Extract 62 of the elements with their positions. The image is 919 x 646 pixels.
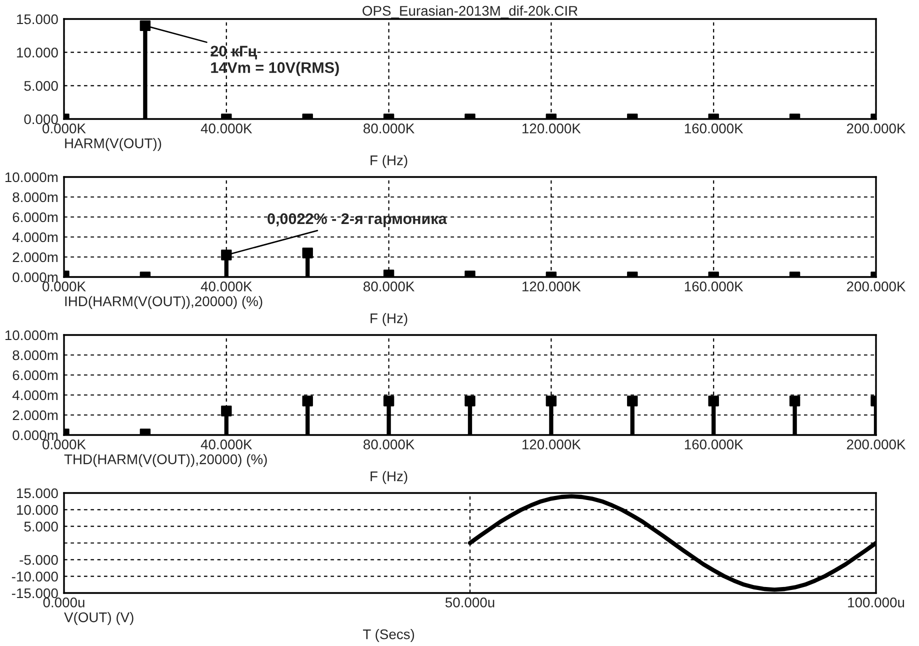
point <box>789 396 800 406</box>
chart-title: OPS_Eurasian-2013M_dif-20k.CIR <box>362 6 578 18</box>
x-tick-label: 120.000K <box>522 440 581 450</box>
y-tick-label: 8.000m <box>12 350 58 360</box>
point <box>302 396 313 406</box>
x-axis-title: F (Hz) <box>370 313 408 326</box>
x-tick-label: 0.000u <box>43 598 84 608</box>
x-tick-label: 120.000K <box>522 282 581 292</box>
point <box>221 406 232 416</box>
x-tick-label: 80.000K <box>364 124 415 134</box>
x-tick-label: 0.000K <box>42 440 86 450</box>
point <box>383 396 394 406</box>
x-tick-label: 50.000u <box>445 598 494 608</box>
point <box>708 396 719 406</box>
x-axis-title: F (Hz) <box>370 471 408 484</box>
y-tick-label: 10.000 <box>17 505 58 515</box>
x-tick-label: 80.000K <box>364 282 415 292</box>
annotation: 0,0022% - 2-я гармоника <box>268 213 447 228</box>
x-tick-label: 160.000K <box>684 124 744 134</box>
x-tick-label: 0.000K <box>42 282 86 292</box>
y-tick-label: 10.000m <box>5 330 58 340</box>
y-tick-label: 10.000 <box>17 48 58 58</box>
y-tick-label: 4.000m <box>12 390 58 400</box>
x-tick-label: 160.000K <box>684 440 744 450</box>
y-tick-label: 10.000m <box>5 172 58 182</box>
y-tick-label: 0.000m <box>12 430 58 440</box>
point <box>627 396 638 406</box>
text: HARM(V(OUT)) <box>65 138 162 151</box>
y-tick-label: -15.000 <box>12 588 58 598</box>
x-tick-label: 40.000K <box>200 282 252 292</box>
x-tick-label: 100.000u <box>848 598 904 608</box>
x-tick-label: 200.000K <box>846 124 906 134</box>
y-tick-label: 0.000m <box>12 272 58 282</box>
y-tick-label: 15.000 <box>17 488 58 498</box>
text: V(OUT) (V) <box>64 612 134 625</box>
y-tick-label: 6.000m <box>12 212 58 222</box>
y-tick-label: 0.000 <box>24 114 58 124</box>
x-axis-title: T (Secs) <box>363 629 414 642</box>
y-tick-label: 5.000 <box>24 522 58 532</box>
text: IHD(HARM(V(OUT)),20000) (%) <box>65 296 262 309</box>
y-tick-label: 2.000m <box>12 252 58 262</box>
x-axis-title: F (Hz) <box>370 155 408 168</box>
x-tick-label: 160.000K <box>684 282 744 292</box>
annotation: 20 кГц 14Vm = 10V(RMS) <box>210 46 339 76</box>
y-tick-label: 15.000 <box>17 14 58 24</box>
y-tick-label: -5.000 <box>20 555 58 565</box>
x-tick-label: 80.000K <box>364 440 415 450</box>
y-tick-label: -10.000 <box>12 572 58 582</box>
y-tick-label: 6.000m <box>12 370 58 380</box>
point <box>464 396 476 406</box>
point <box>546 396 557 406</box>
y-tick-label: 2.000m <box>12 410 58 420</box>
y-tick-label: 8.000m <box>12 192 58 202</box>
x-tick-label: 200.000K <box>846 440 906 450</box>
x-tick-label: 0.000K <box>42 124 86 134</box>
y-tick-label: 5.000 <box>24 81 58 91</box>
x-tick-label: 40.000K <box>200 440 252 450</box>
text: THD(HARM(V(OUT)),20000) (%) <box>64 454 267 467</box>
y-tick-label: 4.000m <box>12 232 58 242</box>
x-tick-label: 120.000K <box>522 124 581 134</box>
x-tick-label: 40.000K <box>200 124 252 134</box>
x-tick-label: 200.000K <box>846 282 906 292</box>
